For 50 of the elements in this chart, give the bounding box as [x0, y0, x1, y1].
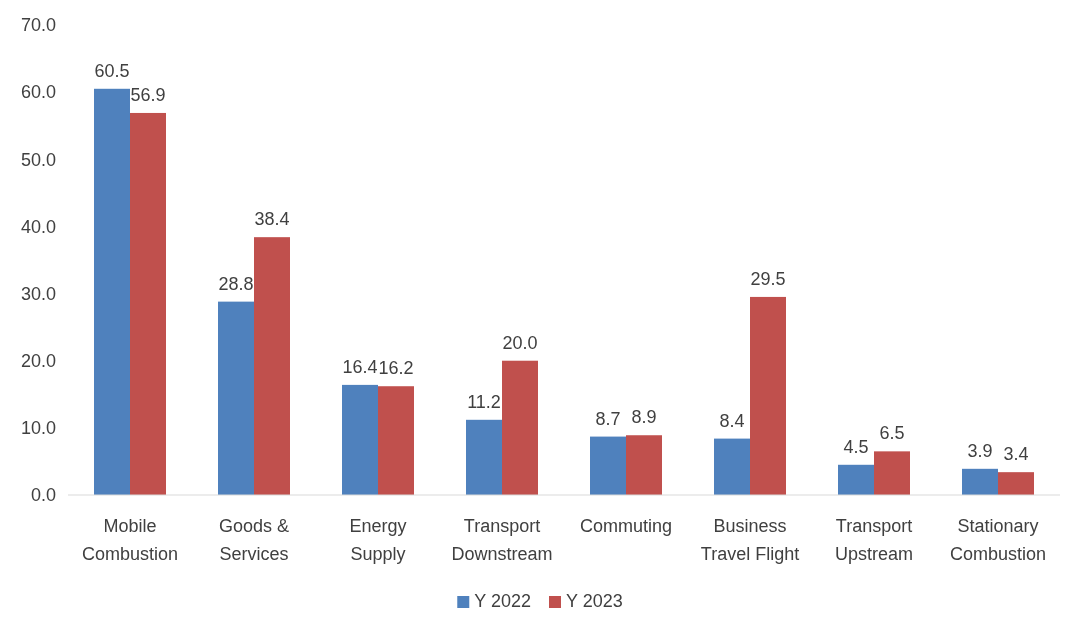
bar: [342, 384, 378, 495]
bar: [378, 386, 414, 495]
x-tick-label: Goods & Services: [218, 516, 290, 564]
y-tick-label: 30.0: [20, 283, 56, 304]
bar: [94, 88, 130, 495]
bar: [130, 112, 166, 495]
y-tick-label: 60.0: [20, 82, 56, 103]
data-label: 3.4: [1003, 444, 1029, 465]
data-label: 4.5: [843, 436, 869, 457]
bar: [750, 296, 786, 495]
x-tick-label: Business Travel Flight: [700, 516, 800, 564]
data-label: 6.5: [879, 423, 905, 444]
data-label: 8.4: [719, 410, 745, 431]
data-label: 28.8: [218, 273, 254, 294]
bar: [714, 438, 750, 495]
x-tick-label: Stationary Combustion: [949, 516, 1047, 564]
y-tick-label: 0.0: [30, 485, 56, 506]
x-tick-label: Commuting: [579, 516, 673, 536]
data-label: 60.5: [94, 60, 130, 81]
x-tick-label: Transport Downstream: [451, 516, 553, 564]
data-label: 8.7: [595, 408, 621, 429]
legend-label: Y 2023: [566, 591, 623, 611]
data-label: 8.9: [631, 407, 657, 428]
bar: [998, 472, 1034, 495]
data-label: 56.9: [130, 84, 166, 105]
legend-label: Y 2022: [474, 591, 531, 611]
x-tick-label: Transport Upstream: [834, 516, 914, 564]
bar: [962, 468, 998, 495]
data-label: 11.2: [467, 391, 501, 412]
data-label: 16.4: [342, 356, 378, 377]
y-tick-label: 50.0: [20, 149, 56, 170]
y-tick-label: 40.0: [20, 216, 56, 237]
bar: [626, 435, 662, 495]
data-label: 20.0: [502, 332, 538, 353]
data-label: 38.4: [254, 209, 290, 230]
y-tick-label: 70.0: [20, 15, 56, 36]
bar: [590, 436, 626, 495]
data-label: 29.5: [750, 268, 786, 289]
y-tick-label: 10.0: [20, 418, 56, 439]
x-tick-label: Energy Supply: [349, 516, 407, 564]
bar: [874, 451, 910, 495]
data-label: 16.2: [378, 358, 414, 379]
data-label: 3.9: [967, 440, 993, 461]
bar: [838, 464, 874, 495]
bar: [218, 301, 254, 495]
bar: [254, 237, 290, 495]
bar: [466, 419, 502, 495]
x-tick-label: Mobile Combustion: [81, 516, 179, 564]
bar: [502, 360, 538, 495]
y-tick-label: 20.0: [20, 350, 56, 371]
